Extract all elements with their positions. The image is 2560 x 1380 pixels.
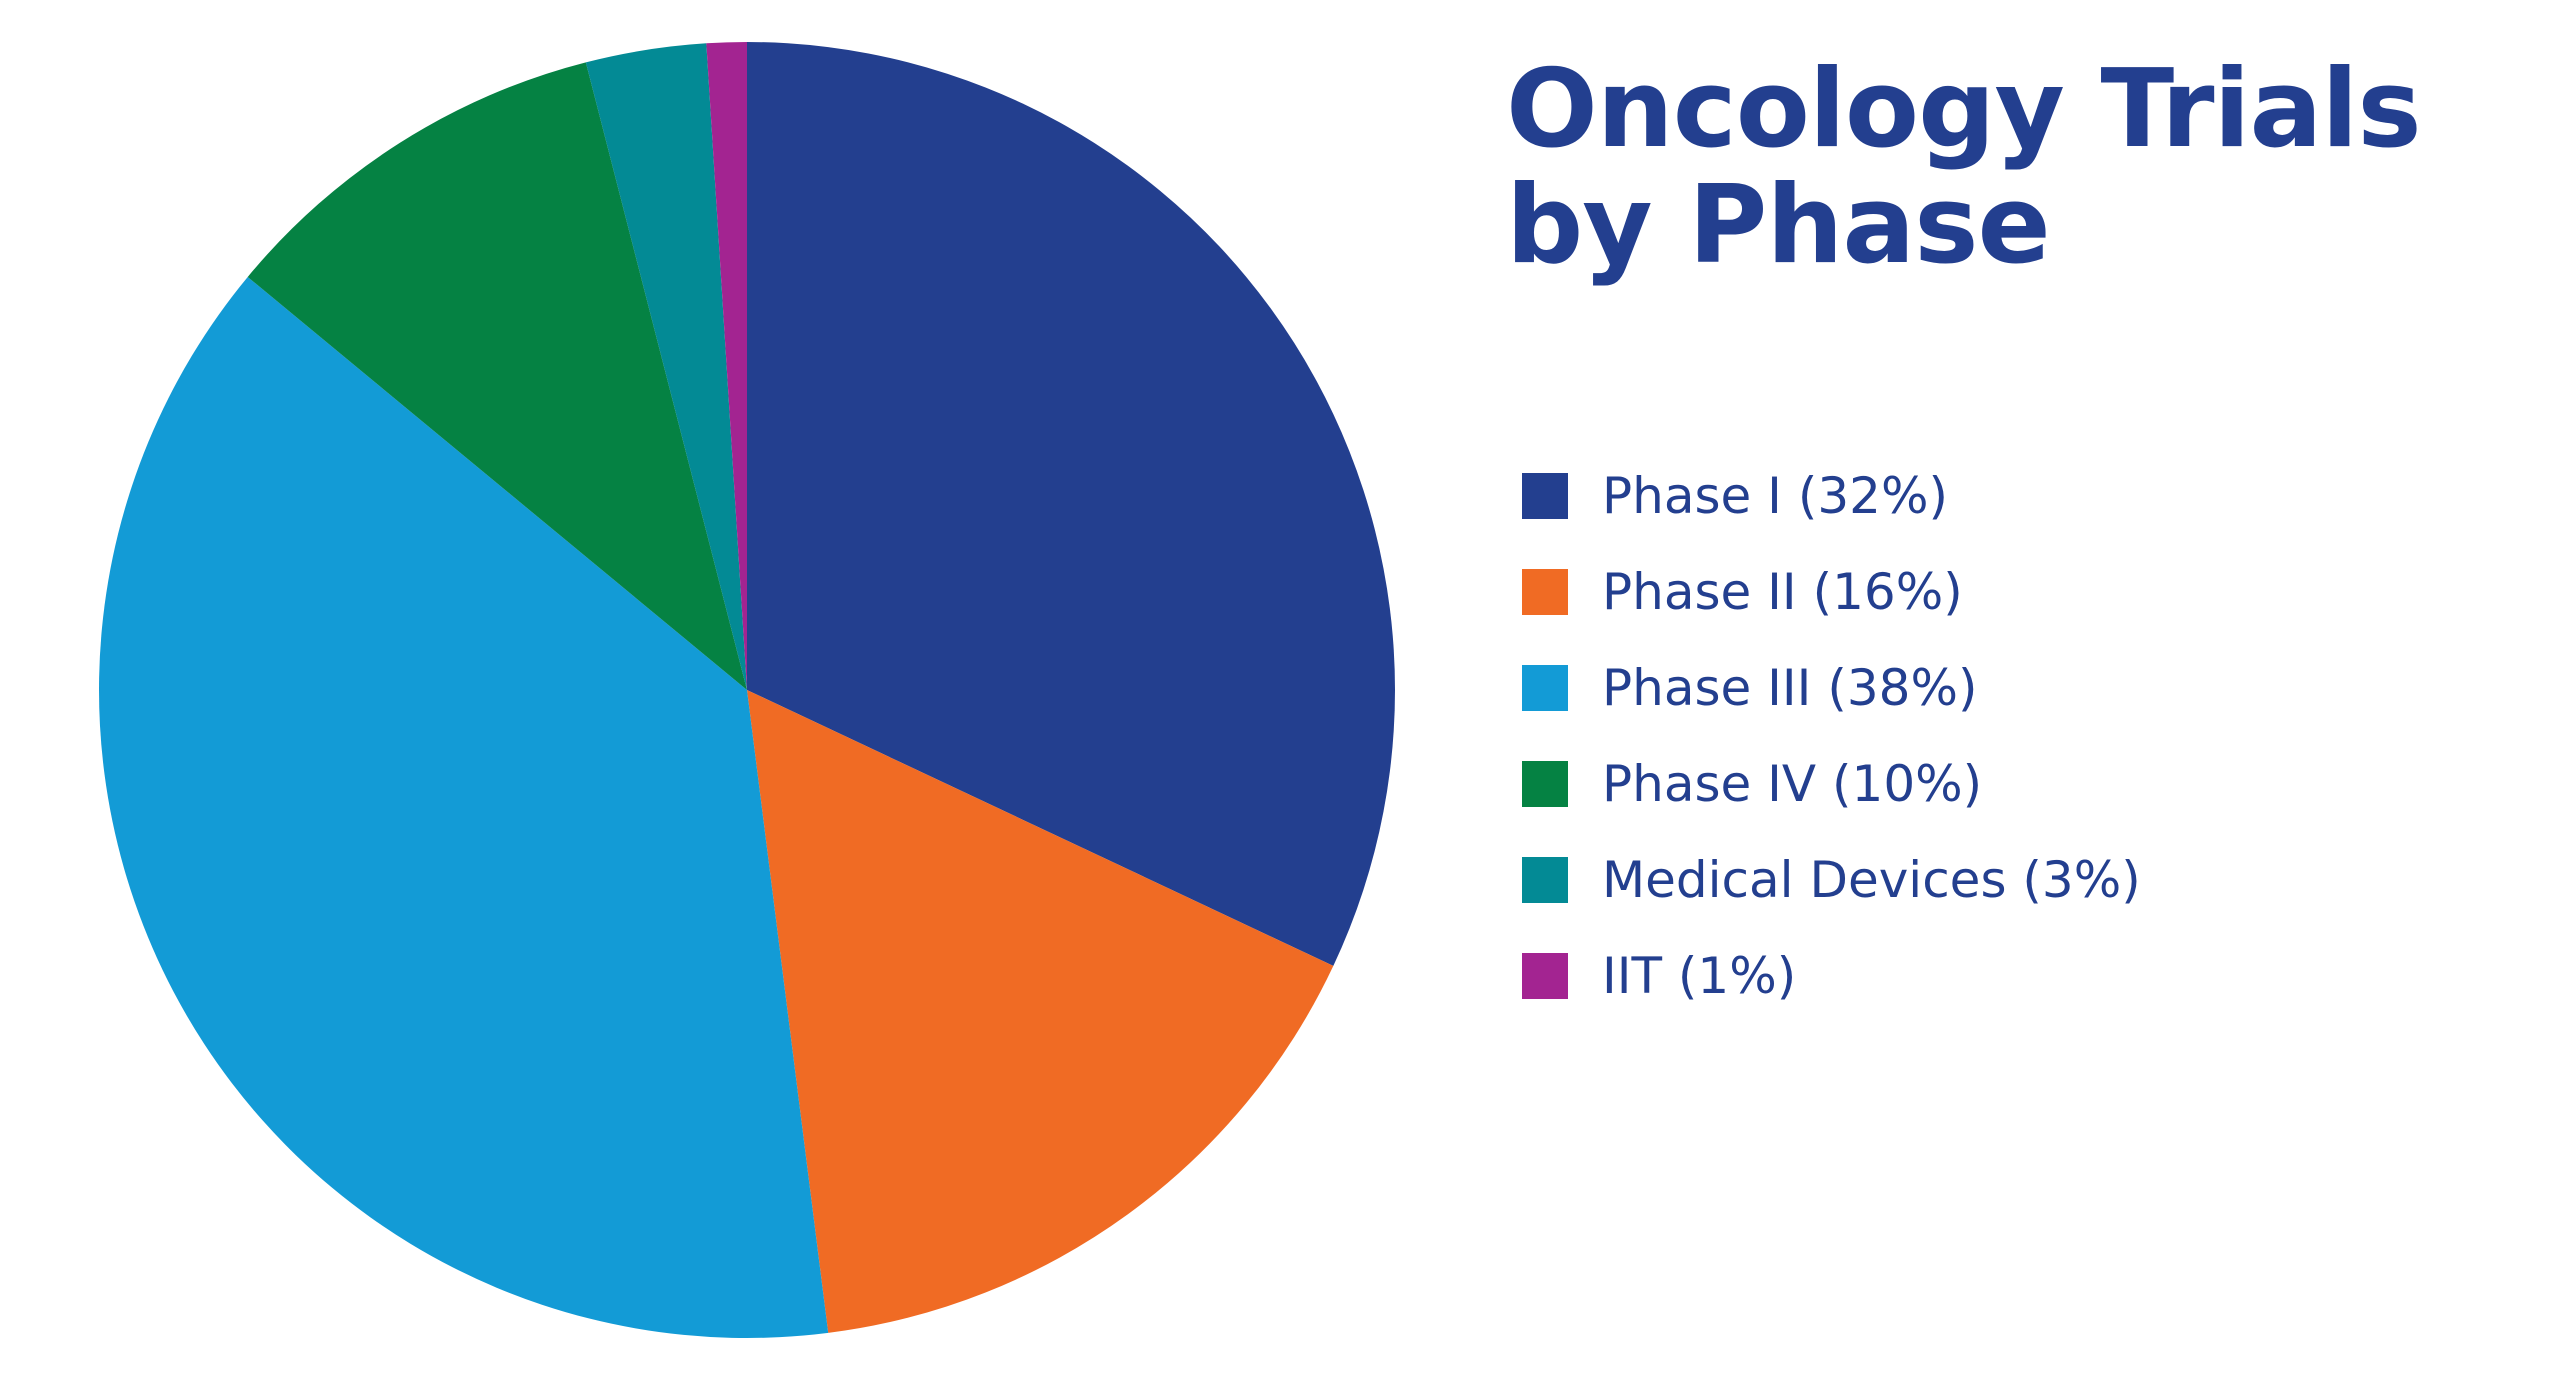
legend-item-medical-devices: Medical Devices (3%)	[1522, 832, 2141, 928]
legend-label-medical-devices: Medical Devices (3%)	[1602, 851, 2141, 909]
legend-item-iit: IIT (1%)	[1522, 928, 2141, 1024]
pie-slice-medical-devices	[585, 43, 747, 690]
pie-slice-phase-1	[747, 42, 1395, 966]
pie-slice-phase-4	[247, 62, 747, 691]
pie-chart	[99, 42, 1395, 1338]
pie-slice-iit	[706, 42, 747, 690]
legend-item-phase-3: Phase III (38%)	[1522, 640, 2141, 736]
legend-swatch-medical-devices	[1522, 857, 1568, 903]
legend-swatch-iit	[1522, 953, 1568, 999]
chart-title-line-1: Oncology Trials	[1506, 47, 2422, 172]
chart-title: Oncology Trials by Phase	[1506, 52, 2526, 284]
pie-slices	[99, 42, 1395, 1338]
legend-item-phase-4: Phase IV (10%)	[1522, 736, 2141, 832]
legend-item-phase-2: Phase II (16%)	[1522, 544, 2141, 640]
legend-swatch-phase-2	[1522, 569, 1568, 615]
chart-title-line-2: by Phase	[1506, 163, 2051, 288]
legend-swatch-phase-3	[1522, 665, 1568, 711]
legend-label-phase-1: Phase I (32%)	[1602, 467, 1948, 525]
pie-slice-phase-3	[99, 276, 829, 1338]
legend-label-phase-3: Phase III (38%)	[1602, 659, 1978, 717]
legend-swatch-phase-1	[1522, 473, 1568, 519]
legend-item-phase-1: Phase I (32%)	[1522, 448, 2141, 544]
legend-label-phase-4: Phase IV (10%)	[1602, 755, 1983, 813]
legend: Phase I (32%) Phase II (16%) Phase III (…	[1522, 448, 2141, 1024]
legend-label-iit: IIT (1%)	[1602, 947, 1797, 1005]
legend-label-phase-2: Phase II (16%)	[1602, 563, 1963, 621]
legend-swatch-phase-4	[1522, 761, 1568, 807]
pie-slice-phase-2	[747, 690, 1334, 1333]
